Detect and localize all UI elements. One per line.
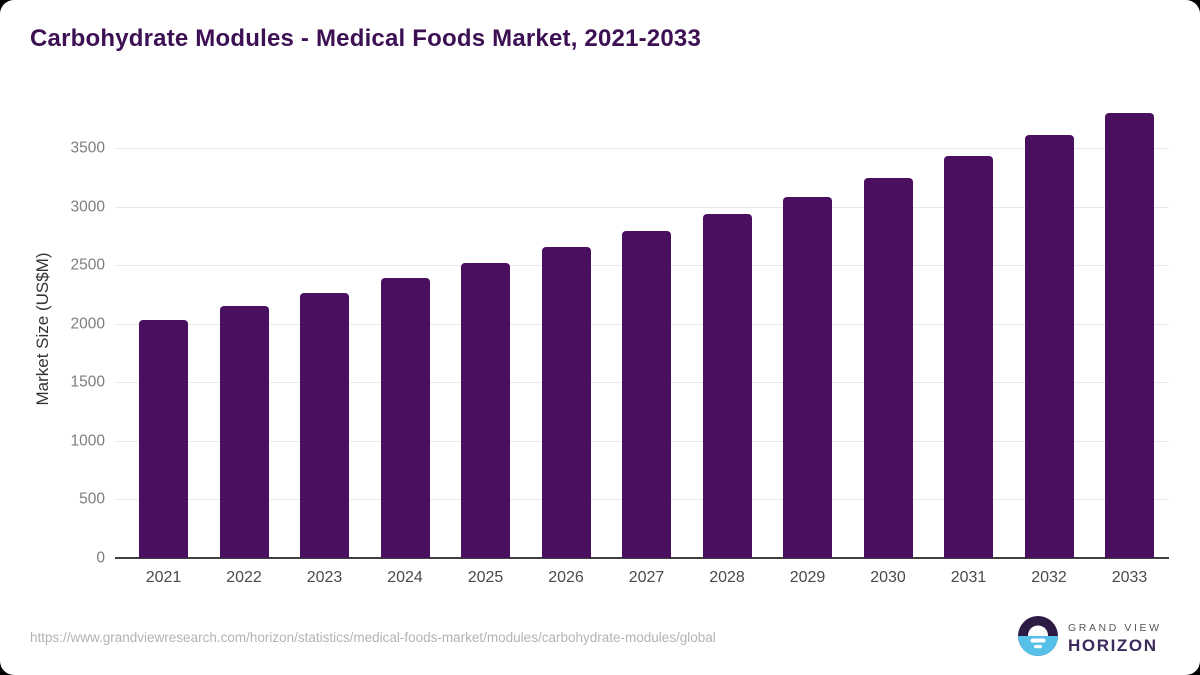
x-tick-label-2024: 2024	[387, 569, 423, 586]
x-tick-slot-2026: 2026	[542, 569, 591, 587]
x-tick-label-2032: 2032	[1031, 569, 1067, 586]
chart-title: Carbohydrate Modules - Medical Foods Mar…	[30, 25, 701, 52]
y-tick-labels: 0 500 1000 1500 2000 2500 3000 3500	[30, 100, 105, 565]
bar-2033	[1105, 113, 1154, 558]
plot-area	[115, 100, 1169, 559]
y-tick-label-500: 500	[79, 490, 105, 508]
y-tick-label-0: 0	[96, 549, 105, 567]
x-tick-slot-2025: 2025	[461, 569, 510, 587]
bar-2022	[219, 305, 269, 558]
x-tick-label-2022: 2022	[226, 569, 262, 586]
y-tick-label-2000: 2000	[70, 315, 105, 333]
x-tick-label-2025: 2025	[467, 569, 504, 586]
x-tick-slot-2031: 2031	[944, 569, 993, 587]
x-tick-slot-2032: 2032	[1025, 569, 1074, 587]
x-tick-slot-2027: 2027	[622, 569, 671, 587]
x-tick-slot-2030: 2030	[864, 569, 913, 587]
logo-text: GRAND VIEW HORIZON	[1068, 622, 1162, 656]
bar-2025	[461, 263, 510, 558]
x-tick-label-2021: 2021	[145, 569, 182, 586]
bar-series	[115, 100, 1169, 558]
bar-2024	[380, 278, 430, 558]
bar-2032	[1024, 135, 1074, 558]
x-tick-slot-2028: 2028	[703, 569, 752, 587]
x-axis-line	[115, 557, 1169, 559]
y-tick-label-2500: 2500	[70, 256, 105, 274]
x-tick-slot-2029: 2029	[783, 569, 832, 587]
horizon-logo-icon	[1018, 616, 1058, 661]
bar-2031	[944, 156, 993, 558]
x-tick-slot-2033: 2033	[1105, 569, 1154, 587]
y-tick-label-1500: 1500	[70, 373, 105, 391]
x-tick-label-2033: 2033	[1111, 569, 1148, 586]
x-tick-label-2028: 2028	[709, 569, 745, 586]
y-tick-label-3000: 3000	[70, 198, 105, 216]
bar-2028	[702, 214, 752, 558]
logo-line1: GRAND VIEW	[1068, 621, 1162, 634]
x-tick-slot-2023: 2023	[300, 569, 349, 587]
x-tick-labels: 2021 2022 2023 2024 2025 2026 2027 2028 2029 2030…	[115, 569, 1169, 587]
bar-2030	[863, 177, 913, 558]
brand-logo: GRAND VIEW HORIZON	[1018, 616, 1162, 661]
x-tick-label-2026: 2026	[548, 569, 584, 586]
x-tick-label-2029: 2029	[789, 569, 826, 586]
gridline-3500	[115, 148, 1169, 150]
x-tick-label-2023: 2023	[306, 569, 343, 586]
x-tick-slot-2024: 2024	[381, 569, 430, 587]
bar-2026	[541, 247, 591, 558]
bar-2027	[622, 231, 671, 558]
bar-2021	[139, 320, 188, 558]
y-tick-label-3500: 3500	[70, 139, 105, 157]
y-tick-label-1000: 1000	[70, 432, 105, 450]
x-tick-slot-2021: 2021	[139, 569, 188, 587]
x-tick-label-2027: 2027	[628, 569, 665, 586]
x-tick-slot-2022: 2022	[220, 569, 269, 587]
bar-2029	[783, 196, 832, 558]
gridline-3000	[115, 206, 1169, 208]
bar-2023	[300, 292, 349, 558]
x-tick-label-2031: 2031	[950, 569, 987, 586]
source-url: https://www.grandviewresearch.com/horizo…	[30, 630, 716, 645]
x-tick-label-2030: 2030	[870, 569, 906, 586]
logo-line2: HORIZON	[1068, 635, 1158, 655]
